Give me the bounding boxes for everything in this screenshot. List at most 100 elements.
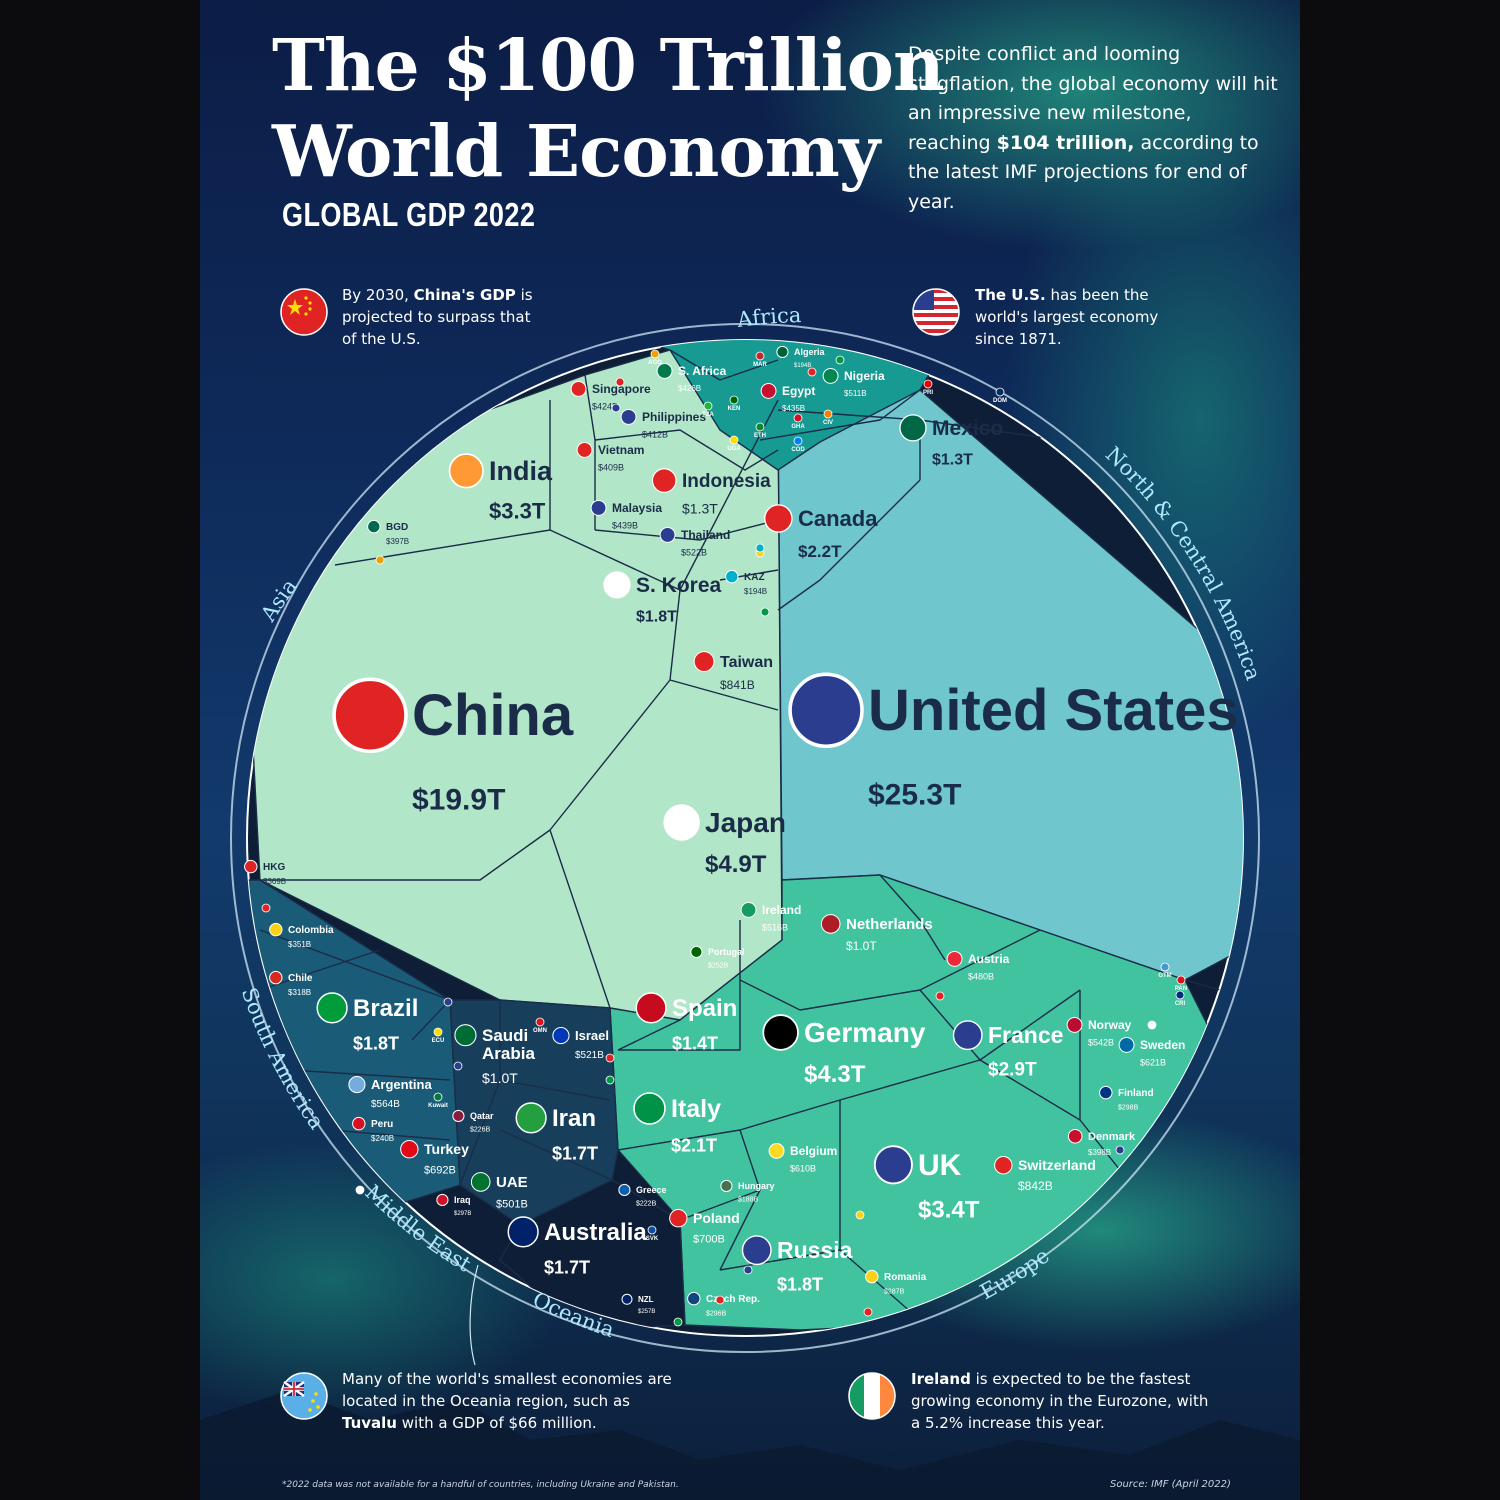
country-cell-brazil: Brazil $1.8T: [316, 992, 418, 1053]
country-name-brazil: Brazil: [353, 995, 418, 1022]
country-name-ireland: Ireland: [762, 903, 801, 917]
small-economy-label: ECU: [432, 1038, 445, 1044]
small-economy-label: SVK: [646, 1236, 659, 1242]
country-value-s-korea: $1.8T: [636, 608, 677, 625]
country-cell-nzl: NZL $257B: [621, 1293, 655, 1315]
country-name-indonesia: Indonesia: [682, 471, 771, 492]
country-value-qatar: $226B: [470, 1127, 491, 1134]
country-value-indonesia: $1.3T: [682, 500, 718, 516]
country-name-peru: Peru: [371, 1119, 393, 1130]
country-value-philippines: $412B: [642, 430, 668, 440]
france-flag-icon: [952, 1020, 983, 1051]
ecu-flag-icon: [433, 1027, 443, 1037]
country-value-saudi-arabia: $1.0T: [482, 1070, 518, 1086]
country-name-denmark: Denmark: [1088, 1131, 1136, 1143]
small-economy-label: TZA: [702, 412, 714, 418]
country-value-kaz: $194B: [744, 587, 767, 596]
page-subtitle: GLOBAL GDP 2022: [282, 196, 536, 233]
uk-flag-icon: [873, 1145, 913, 1185]
country-cell-united-states: United States $25.3T: [788, 672, 1239, 811]
spain-flag-icon: [635, 992, 667, 1024]
country-name-argentina: Argentina: [371, 1077, 432, 1092]
country-value-thailand: $522B: [681, 548, 707, 558]
country-name-chile: Chile: [288, 973, 313, 984]
country-name-canada: Canada: [798, 506, 878, 531]
china-flag-icon: [280, 288, 328, 336]
country-value-italy: $2.1T: [671, 1135, 717, 1155]
country-value-peru: $240B: [371, 1134, 394, 1143]
country-value-hungary: $188B: [738, 1197, 759, 1204]
small-economy-ecu: ECU: [432, 1027, 445, 1044]
ireland-flag-icon: [848, 1372, 896, 1420]
small-economy-cod: COD: [791, 436, 805, 453]
country-cell-egypt: Egypt $435B: [760, 382, 815, 413]
country-cell-czech-rep: Czech Rep. $296B: [687, 1291, 760, 1318]
intro-text: Despite conflict and looming stagflation…: [908, 43, 1278, 213]
portugal-flag-icon: [690, 945, 703, 959]
country-name-nigeria: Nigeria: [844, 369, 885, 383]
country-name-greece: Greece: [636, 1185, 667, 1195]
small-flag-icon: [1147, 1020, 1157, 1030]
hungary-flag-icon: [720, 1179, 733, 1193]
small-economy-tza: TZA: [702, 401, 714, 418]
chart-outer-ring: [230, 323, 1260, 1353]
country-name-vietnam: Vietnam: [598, 443, 644, 457]
country-name-singapore: Singapore: [592, 382, 651, 396]
country-name-hkg: HKG: [263, 862, 285, 873]
country-value-switzerland: $842B: [1018, 1179, 1053, 1193]
country-cell-hkg: HKG $369B: [244, 859, 286, 886]
country-value-brazil: $1.8T: [353, 1033, 399, 1053]
page-title: The $100 Trillion World Economy: [272, 23, 945, 193]
country-name-germany: Germany: [804, 1017, 926, 1048]
small-economy-dom: DOM: [993, 387, 1007, 404]
country-name-uk: UK: [918, 1149, 962, 1182]
colombia-flag-icon: [269, 922, 283, 937]
netherlands-flag-icon: [820, 914, 841, 934]
country-value-chile: $318B: [288, 988, 311, 997]
small-economy-pri: PRI: [923, 379, 933, 396]
country-cell-iraq: Iraq $297B: [436, 1193, 471, 1217]
country-cell-germany: Germany $4.3T: [762, 1014, 926, 1088]
country-name-saudi-arabia-1: Arabia: [482, 1044, 535, 1063]
small-flag-icon: [935, 991, 945, 1001]
country-cell-ireland: Ireland $516B: [740, 901, 801, 933]
country-name-france: France: [988, 1022, 1063, 1048]
country-cell-singapore: Singapore $424B: [570, 380, 651, 412]
country-value-united-states: $25.3T: [868, 778, 961, 811]
country-value-germany: $4.3T: [804, 1061, 866, 1088]
country-cell-peru: Peru $240B: [352, 1116, 394, 1143]
svk-flag-icon: [647, 1225, 657, 1235]
country-cell-norway: Norway $542B: [1066, 1016, 1132, 1048]
small-flag-icon: [755, 543, 765, 553]
country-cell-uk: UK $3.4T: [873, 1145, 980, 1223]
country-name-s-korea: S. Korea: [636, 574, 722, 597]
country-value-australia: $1.7T: [544, 1257, 590, 1277]
country-value-russia: $1.8T: [777, 1274, 823, 1294]
country-name-thailand: Thailand: [681, 528, 730, 542]
country-value-ireland: $516B: [762, 923, 788, 933]
country-name-norway: Norway: [1088, 1018, 1132, 1032]
country-cell-s-africa: S. Africa $426B: [656, 362, 727, 393]
country-cell-switzerland: Switzerland $842B: [994, 1156, 1096, 1193]
small-flag-icon: [863, 1307, 873, 1317]
country-cell-china: China $19.9T: [332, 677, 574, 816]
country-name-taiwan: Taiwan: [720, 654, 773, 671]
china-note: By 2030, China's GDP is projected to sur…: [342, 286, 533, 348]
small-economy-pan: PAN: [1175, 975, 1187, 992]
country-cell-russia: Russia $1.8T: [741, 1235, 853, 1294]
mar-flag-icon: [755, 351, 765, 361]
small-flag-icon: [453, 1061, 463, 1071]
uga-flag-icon: [729, 435, 739, 445]
country-name-bgd: BGD: [386, 522, 408, 533]
vietnam-flag-icon: [576, 441, 593, 458]
country-name-kaz: KAZ: [744, 572, 765, 583]
country-value-malaysia: $439B: [612, 521, 638, 531]
ken-flag-icon: [729, 395, 739, 405]
source-note: Source: IMF (April 2022): [1110, 1479, 1231, 1490]
country-labels: China $19.9T Japan $4.9T India $3.3T S. Korea $…: [244, 345, 1239, 1327]
small-economy-uga: UGA: [727, 435, 741, 452]
country-value-netherlands: $1.0T: [846, 939, 877, 953]
country-cell-algeria: Algeria $194B: [776, 345, 826, 369]
country-name-sweden: Sweden: [1140, 1038, 1185, 1052]
india-flag-icon: [448, 453, 484, 489]
